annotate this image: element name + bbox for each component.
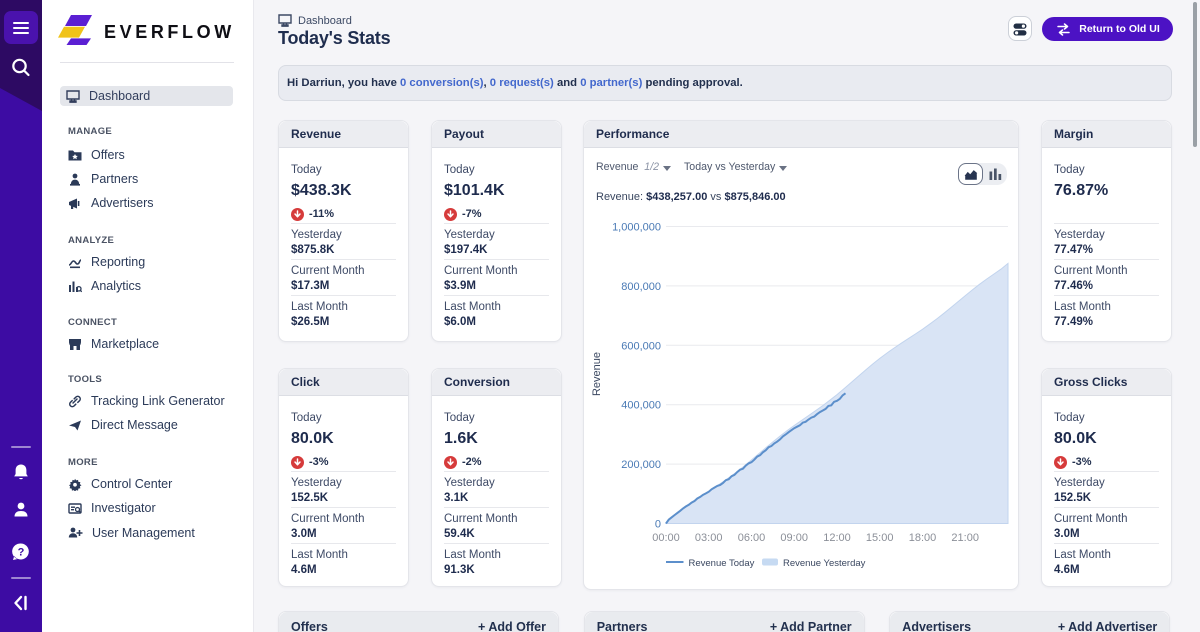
svg-text:12:00: 12:00 <box>823 532 851 544</box>
svg-text:21:00: 21:00 <box>951 532 979 544</box>
svg-text:03:00: 03:00 <box>695 532 723 544</box>
svg-text:06:00: 06:00 <box>738 532 766 544</box>
svg-text:400,000: 400,000 <box>621 400 661 412</box>
svg-text:00:00: 00:00 <box>652 532 680 544</box>
svg-text:?: ? <box>18 547 25 559</box>
svg-text:800,000: 800,000 <box>621 281 661 293</box>
svg-text:Revenue Today: Revenue Today <box>689 558 755 569</box>
svg-text:1,000,000: 1,000,000 <box>612 222 661 234</box>
svg-text:09:00: 09:00 <box>780 532 808 544</box>
svg-text:15:00: 15:00 <box>866 532 894 544</box>
svg-text:18:00: 18:00 <box>909 532 937 544</box>
svg-text:Revenue Yesterday: Revenue Yesterday <box>783 558 866 569</box>
svg-text:600,000: 600,000 <box>621 340 661 352</box>
svg-text:200,000: 200,000 <box>621 459 661 471</box>
svg-text:Revenue: Revenue <box>591 352 603 396</box>
svg-text:0: 0 <box>655 519 661 531</box>
